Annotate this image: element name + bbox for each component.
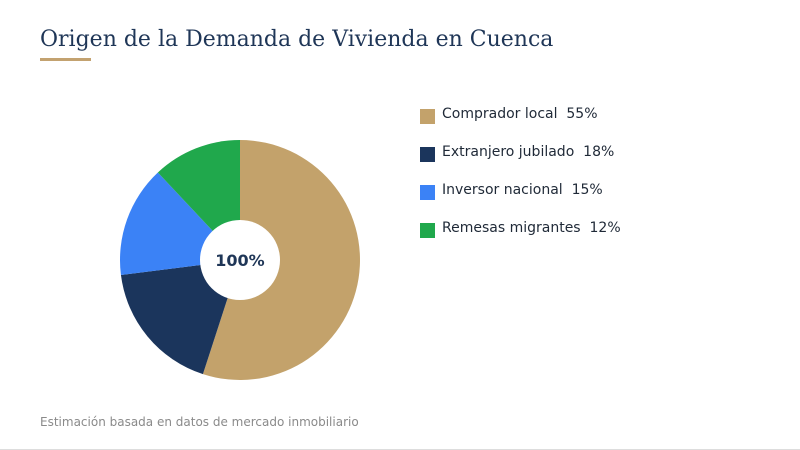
footer-note: Estimación basada en datos de mercado in… [40, 415, 359, 429]
legend-swatch [420, 147, 435, 162]
donut-center-label: 100% [215, 251, 264, 270]
legend-label: Remesas migrantes 12% [442, 220, 621, 236]
pie-slice-extranjero-jubilado[interactable] [120, 260, 240, 375]
donut-slices [120, 140, 360, 381]
donut-hole [200, 220, 280, 300]
pie-slice-comprador-local[interactable] [202, 140, 360, 381]
chart-title: Origen de la Demanda de Vivienda en Cuen… [40, 27, 554, 52]
legend-swatch [420, 223, 435, 238]
legend-swatch [420, 109, 435, 124]
legend-label: Extranjero jubilado 18% [442, 144, 615, 160]
legend-swatch [420, 185, 435, 200]
title-underline [40, 58, 91, 61]
legend-label: Comprador local 55% [442, 106, 598, 122]
legend-label: Inversor nacional 15% [442, 182, 603, 198]
